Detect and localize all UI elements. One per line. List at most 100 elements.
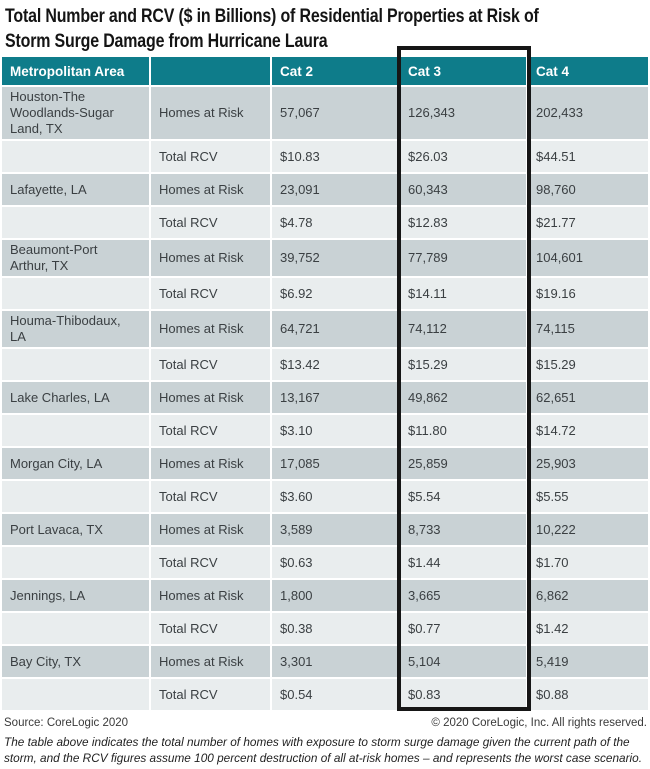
area-empty-cell: [2, 278, 149, 309]
column-header-cat2: Cat 2: [272, 57, 398, 85]
area-name-cell: Morgan City, LA: [2, 448, 149, 479]
value-cell-cat4: 202,433: [528, 87, 648, 139]
value-cell-cat3: $0.77: [400, 613, 526, 644]
area-name-cell: Jennings, LA: [2, 580, 149, 611]
table-row: Houma-Thibodaux, LA Homes at Risk 64,721 74…: [2, 311, 648, 347]
row-label-cell: Total RCV: [151, 613, 270, 644]
value-cell-cat3: $14.11: [400, 278, 526, 309]
value-cell-cat3: 5,104: [400, 646, 526, 677]
footnote-text: The table above indicates the total numb…: [4, 735, 642, 765]
value-cell-cat3: $11.80: [400, 415, 526, 446]
value-cell-cat2: $10.83: [272, 141, 398, 172]
value-cell-cat4: 74,115: [528, 311, 648, 347]
source-text: Source: CoreLogic 2020: [4, 717, 129, 729]
area-empty-cell: [2, 481, 149, 512]
row-label-cell: Homes at Risk: [151, 311, 270, 347]
value-cell-cat4: 5,419: [528, 646, 648, 677]
value-cell-cat2: $0.63: [272, 547, 398, 578]
value-cell-cat4: $21.77: [528, 207, 648, 238]
area-empty-cell: [2, 547, 149, 578]
area-empty-cell: [2, 613, 149, 644]
value-cell-cat3: 8,733: [400, 514, 526, 545]
value-cell-cat2: $4.78: [272, 207, 398, 238]
row-label-cell: Total RCV: [151, 278, 270, 309]
table-row: Lafayette, LA Homes at Risk 23,091 60,343 98…: [2, 174, 648, 205]
value-cell-cat4: $1.70: [528, 547, 648, 578]
value-cell-cat3: $26.03: [400, 141, 526, 172]
value-cell-cat2: $3.60: [272, 481, 398, 512]
row-label-cell: Total RCV: [151, 349, 270, 380]
value-cell-cat3: 126,343: [400, 87, 526, 139]
value-cell-cat4: $0.88: [528, 679, 648, 710]
area-empty-cell: [2, 207, 149, 238]
row-label-cell: Total RCV: [151, 547, 270, 578]
area-name-cell: Houma-Thibodaux, LA: [2, 311, 149, 347]
table-row: Total RCV $0.63 $1.44 $1.70: [2, 547, 648, 578]
row-label-cell: Total RCV: [151, 481, 270, 512]
row-label-cell: Homes at Risk: [151, 240, 270, 276]
value-cell-cat3: $15.29: [400, 349, 526, 380]
table-body: Houston-The Woodlands-Sugar Land, TX Home…: [2, 87, 648, 710]
row-label-cell: Homes at Risk: [151, 646, 270, 677]
table-row: Total RCV $0.38 $0.77 $1.42: [2, 613, 648, 644]
table-row: Total RCV $10.83 $26.03 $44.51: [2, 141, 648, 172]
page-title-line2: Storm Surge Damage from Hurricane Laura: [5, 31, 328, 52]
table-row: Lake Charles, LA Homes at Risk 13,167 49,86…: [2, 382, 648, 413]
value-cell-cat4: $19.16: [528, 278, 648, 309]
area-empty-cell: [2, 679, 149, 710]
value-cell-cat4: $15.29: [528, 349, 648, 380]
storm-surge-risk-table: Metropolitan Area Cat 2 Cat 3 Cat 4 Hous…: [0, 55, 650, 712]
column-header-cat4: Cat 4: [528, 57, 648, 85]
row-label-cell: Homes at Risk: [151, 448, 270, 479]
value-cell-cat2: $13.42: [272, 349, 398, 380]
value-cell-cat2: 17,085: [272, 448, 398, 479]
row-label-cell: Total RCV: [151, 415, 270, 446]
value-cell-cat4: 10,222: [528, 514, 648, 545]
value-cell-cat3: $12.83: [400, 207, 526, 238]
area-name-cell: Port Lavaca, TX: [2, 514, 149, 545]
value-cell-cat2: 39,752: [272, 240, 398, 276]
value-cell-cat3: 49,862: [400, 382, 526, 413]
value-cell-cat2: $0.54: [272, 679, 398, 710]
table-row: Bay City, TX Homes at Risk 3,301 5,104 5,419: [2, 646, 648, 677]
table-row: Total RCV $0.54 $0.83 $0.88: [2, 679, 648, 710]
table-row: Morgan City, LA Homes at Risk 17,085 25,859…: [2, 448, 648, 479]
value-cell-cat3: 77,789: [400, 240, 526, 276]
row-label-cell: Homes at Risk: [151, 580, 270, 611]
value-cell-cat2: 13,167: [272, 382, 398, 413]
table-row: Total RCV $4.78 $12.83 $21.77: [2, 207, 648, 238]
value-cell-cat4: 98,760: [528, 174, 648, 205]
value-cell-cat3: 74,112: [400, 311, 526, 347]
value-cell-cat2: 3,589: [272, 514, 398, 545]
column-header-blank: [151, 57, 270, 85]
row-label-cell: Total RCV: [151, 141, 270, 172]
row-label-cell: Homes at Risk: [151, 514, 270, 545]
table-row: Total RCV $6.92 $14.11 $19.16: [2, 278, 648, 309]
table-row: Total RCV $3.60 $5.54 $5.55: [2, 481, 648, 512]
row-label-cell: Total RCV: [151, 207, 270, 238]
value-cell-cat2: 23,091: [272, 174, 398, 205]
source-row: Source: CoreLogic 2020 © 2020 CoreLogic,…: [0, 712, 650, 729]
value-cell-cat2: 1,800: [272, 580, 398, 611]
value-cell-cat4: $1.42: [528, 613, 648, 644]
value-cell-cat4: 104,601: [528, 240, 648, 276]
column-header-cat3: Cat 3: [400, 57, 526, 85]
table-row: Houston-The Woodlands-Sugar Land, TX Home…: [2, 87, 648, 139]
value-cell-cat4: $44.51: [528, 141, 648, 172]
row-label-cell: Total RCV: [151, 679, 270, 710]
value-cell-cat2: $6.92: [272, 278, 398, 309]
row-label-cell: Homes at Risk: [151, 87, 270, 139]
value-cell-cat3: 3,665: [400, 580, 526, 611]
value-cell-cat3: 25,859: [400, 448, 526, 479]
area-name-cell: Houston-The Woodlands-Sugar Land, TX: [2, 87, 149, 139]
value-cell-cat3: $5.54: [400, 481, 526, 512]
value-cell-cat4: $5.55: [528, 481, 648, 512]
value-cell-cat2: 57,067: [272, 87, 398, 139]
value-cell-cat2: $3.10: [272, 415, 398, 446]
table-row: Total RCV $3.10 $11.80 $14.72: [2, 415, 648, 446]
area-name-cell: Beaumont-Port Arthur, TX: [2, 240, 149, 276]
page-title: Total Number and RCV ($ in Billions) of …: [0, 0, 650, 54]
area-name-cell: Bay City, TX: [2, 646, 149, 677]
table-row: Jennings, LA Homes at Risk 1,800 3,665 6,862: [2, 580, 648, 611]
